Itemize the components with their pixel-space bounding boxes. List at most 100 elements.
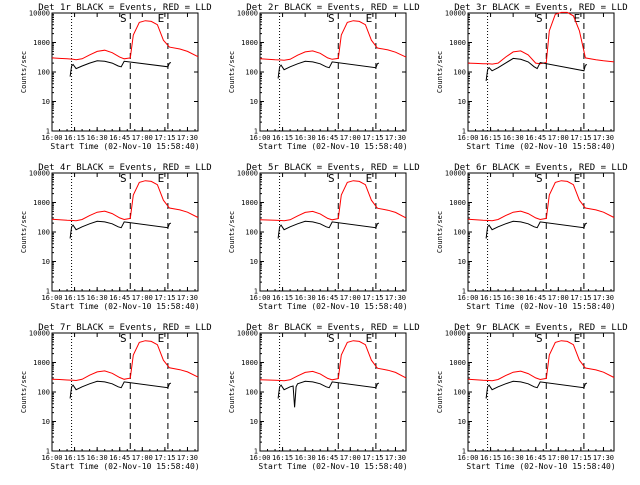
x-tick-label: 17:15 (154, 294, 175, 302)
y-tick-label: 1000 (241, 359, 258, 367)
x-tick-label: 16:30 (87, 294, 108, 302)
x-tick-label: 17:15 (570, 454, 591, 462)
y-tick-label: 1000 (33, 359, 50, 367)
y-tick-label: 1 (462, 288, 466, 296)
x-tick-label: 16:45 (109, 134, 130, 142)
y-tick-label: 100 (453, 389, 466, 397)
y-axis-label: Counts/sec (20, 371, 28, 413)
y-tick-label: 1000 (449, 199, 466, 207)
series-lld-line (467, 340, 615, 382)
plot-frame (259, 332, 407, 452)
plot-frame (467, 12, 615, 132)
x-tick-label: 16:30 (295, 454, 316, 462)
series-lld-line (51, 340, 199, 382)
y-tick-label: 10 (458, 98, 466, 106)
x-tick-label: 17:30 (385, 454, 406, 462)
chart-title: Det 2r BLACK = Events, RED = LLD (246, 3, 419, 13)
y-tick-label: 1000 (449, 359, 466, 367)
y-tick-label: 100 (245, 69, 258, 77)
marker-label: S (536, 12, 543, 25)
x-tick-label: 17:30 (593, 454, 614, 462)
x-tick-label: 17:15 (154, 454, 175, 462)
series-events-line (485, 57, 588, 81)
x-tick-label: 16:00 (249, 294, 270, 302)
y-axis-label: Counts/sec (20, 211, 28, 253)
series-lld-line (467, 11, 615, 65)
panel-6: Det 6r BLACK = Events, RED = LLD 16:00 16:… (436, 163, 628, 311)
y-tick-label: 1000 (449, 39, 466, 47)
chart-title: Det 6r BLACK = Events, RED = LLD (454, 163, 627, 173)
y-tick-label: 10000 (237, 10, 258, 18)
y-tick-label: 10000 (445, 330, 466, 338)
x-tick-label: 16:15 (272, 294, 293, 302)
y-tick-label: 1 (462, 128, 466, 136)
y-tick-label: 10 (42, 98, 50, 106)
marker-label: E (158, 12, 165, 25)
x-tick-label: 16:15 (272, 134, 293, 142)
y-axis-label: Counts/sec (228, 51, 236, 93)
x-tick-label: 17:00 (340, 134, 361, 142)
x-tick-label: 16:15 (480, 454, 501, 462)
marker-label: E (158, 172, 165, 185)
x-tick-label: 16:30 (503, 454, 524, 462)
y-axis-label: Counts/sec (436, 371, 444, 413)
chart-title: Det 3r BLACK = Events, RED = LLD (454, 3, 627, 13)
series-events-line (69, 380, 172, 399)
x-tick-label: 16:00 (457, 134, 478, 142)
x-tick-label: 16:00 (41, 134, 62, 142)
series-lld-line (467, 180, 615, 222)
x-axis-label: Start Time (02-Nov-10 15:58:40) (466, 462, 615, 471)
panel-5: Det 5r BLACK = Events, RED = LLD 16:00 16:… (228, 163, 420, 311)
x-tick-label: 16:45 (525, 294, 546, 302)
series-events-line (277, 220, 380, 239)
x-tick-label: 17:30 (593, 294, 614, 302)
x-axis-label: Start Time (02-Nov-10 15:58:40) (50, 302, 199, 311)
x-tick-label: 16:15 (64, 454, 85, 462)
y-tick-label: 10000 (445, 10, 466, 18)
chart-title: Det 7r BLACK = Events, RED = LLD (38, 323, 211, 333)
marker-label: S (328, 12, 335, 25)
x-tick-label: 16:30 (503, 294, 524, 302)
chart-title: Det 8r BLACK = Events, RED = LLD (246, 323, 419, 333)
y-tick-label: 10000 (237, 170, 258, 178)
x-tick-label: 16:45 (317, 454, 338, 462)
x-tick-label: 17:00 (548, 294, 569, 302)
y-tick-label: 10000 (29, 330, 50, 338)
x-tick-label: 17:00 (132, 294, 153, 302)
x-tick-label: 17:15 (362, 454, 383, 462)
series-events-line (277, 380, 380, 408)
x-tick-label: 16:45 (317, 134, 338, 142)
x-tick-label: 17:00 (548, 134, 569, 142)
marker-label: E (574, 172, 581, 185)
y-axis-label: Counts/sec (436, 211, 444, 253)
x-tick-label: 16:00 (457, 454, 478, 462)
marker-label: S (328, 332, 335, 345)
y-tick-label: 1000 (33, 199, 50, 207)
marker-label: E (574, 332, 581, 345)
plot-frame (259, 172, 407, 292)
series-lld-line (259, 340, 407, 382)
x-tick-label: 16:00 (249, 134, 270, 142)
x-axis-label: Start Time (02-Nov-10 15:58:40) (466, 142, 615, 151)
y-tick-label: 10 (458, 258, 466, 266)
marker-label: S (120, 12, 127, 25)
x-tick-label: 17:30 (177, 294, 198, 302)
chart-title: Det 5r BLACK = Events, RED = LLD (246, 163, 419, 173)
marker-label: E (366, 172, 373, 185)
x-tick-label: 16:00 (41, 454, 62, 462)
x-tick-label: 17:00 (132, 134, 153, 142)
x-tick-label: 17:00 (340, 294, 361, 302)
marker-label: S (536, 332, 543, 345)
chart-title: Det 1r BLACK = Events, RED = LLD (38, 3, 211, 13)
x-tick-label: 16:00 (457, 294, 478, 302)
y-tick-label: 10000 (445, 170, 466, 178)
series-events-line (277, 60, 380, 79)
y-tick-label: 1000 (33, 39, 50, 47)
y-tick-label: 1 (46, 448, 50, 456)
x-tick-label: 17:30 (385, 294, 406, 302)
x-tick-label: 17:00 (340, 454, 361, 462)
x-tick-label: 16:45 (109, 294, 130, 302)
